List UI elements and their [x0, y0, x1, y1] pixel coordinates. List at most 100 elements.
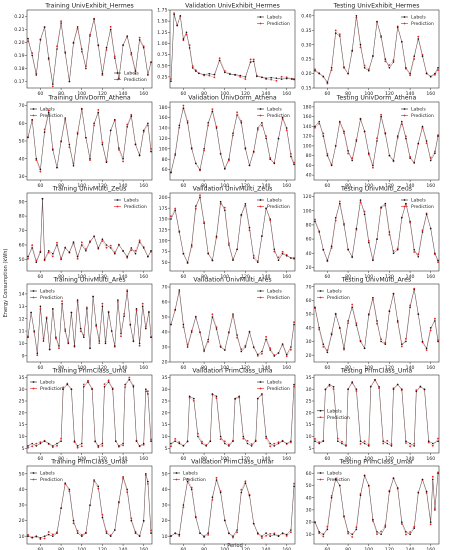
x-tick-label: 160: [282, 456, 291, 462]
prediction-point: [80, 445, 83, 448]
y-tick-label: 150: [159, 217, 168, 223]
x-tick-label: 160: [139, 183, 148, 189]
labels-point: [101, 143, 104, 146]
x-tick-label: 160: [139, 91, 148, 97]
labels-point: [421, 340, 424, 343]
prediction-point: [101, 141, 104, 144]
prediction-point: [64, 328, 67, 331]
legend-prediction-text: Prediction: [124, 204, 147, 210]
prediction-point: [60, 437, 62, 440]
labels-point: [56, 442, 58, 445]
labels-point: [376, 20, 378, 23]
labels-point: [341, 442, 343, 445]
labels-point: [401, 217, 403, 219]
x-tick-label: 160: [426, 91, 435, 97]
prediction-point: [388, 64, 391, 66]
labels-point: [252, 522, 255, 525]
labels-point: [413, 162, 416, 164]
prediction-point: [62, 386, 65, 389]
labels-point: [392, 159, 395, 162]
prediction-point: [232, 134, 234, 137]
plot-frame: [169, 283, 296, 363]
legend-prediction-text: Prediction: [411, 113, 434, 119]
labels-point: [232, 535, 234, 537]
prediction-point: [58, 347, 60, 350]
prediction-point: [359, 443, 362, 445]
prediction-point: [261, 124, 263, 127]
labels-point: [322, 343, 325, 346]
legend-labels-text: Labels: [327, 408, 342, 414]
prediction-point: [244, 480, 247, 483]
labels-point: [244, 148, 247, 150]
labels-point: [142, 519, 145, 522]
labels-point: [425, 140, 428, 142]
legend-prediction-text: Prediction: [411, 204, 434, 210]
labels-point: [257, 532, 259, 534]
x-tick-label: 80: [201, 183, 207, 189]
prediction-point: [142, 444, 145, 446]
prediction-point: [35, 259, 38, 262]
prediction-point: [132, 384, 135, 387]
x-tick-label: 120: [241, 547, 250, 550]
labels-point: [101, 72, 104, 75]
legend-prediction-marker: [259, 114, 262, 117]
legend-labels-text: Labels: [327, 471, 342, 477]
y-tick-label: 9: [22, 353, 25, 359]
labels-point: [52, 149, 54, 151]
y-tick-label: 5: [22, 446, 25, 452]
prediction-point: [326, 525, 329, 528]
labels-point: [39, 251, 42, 253]
labels-point: [363, 67, 366, 69]
x-tick-label: 60: [325, 183, 331, 189]
labels-point: [281, 440, 284, 443]
prediction-point: [244, 344, 247, 347]
labels-point: [345, 445, 347, 447]
prediction-point: [122, 444, 124, 447]
labels-point: [182, 323, 185, 326]
labels-point: [215, 395, 218, 398]
labels-point: [376, 320, 378, 322]
prediction-point: [138, 239, 141, 242]
labels-point: [236, 334, 238, 336]
y-tick-label: 5: [309, 446, 312, 452]
labels-point: [174, 440, 176, 443]
y-tick-label: 1.50: [157, 19, 167, 25]
labels-point: [437, 340, 439, 343]
prediction-point: [347, 152, 349, 155]
prediction-point: [39, 441, 42, 444]
prediction-point: [421, 229, 424, 232]
x-tick-label: 140: [406, 547, 415, 550]
prediction-point: [293, 321, 295, 324]
labels-point: [218, 59, 221, 62]
labels-point: [281, 343, 284, 345]
labels-point: [374, 378, 376, 381]
prediction-point: [101, 74, 104, 76]
prediction-point: [256, 355, 259, 357]
prediction-point: [343, 132, 345, 135]
legend-prediction-marker: [32, 296, 35, 299]
labels-point: [434, 72, 436, 75]
prediction-point: [330, 495, 333, 497]
x-tick-label: 60: [325, 365, 331, 371]
x-tick-label: 140: [262, 365, 271, 371]
labels-point: [126, 290, 128, 293]
prediction-point: [93, 480, 95, 483]
labels-point: [359, 199, 362, 201]
labels-point: [85, 67, 87, 70]
y-tick-label: 80: [306, 223, 312, 229]
prediction-point: [103, 383, 106, 385]
labels-point: [334, 217, 337, 219]
labels-point: [114, 529, 116, 531]
labels-point: [314, 521, 316, 523]
labels-point: [104, 342, 107, 345]
labels-point: [355, 227, 358, 230]
prediction-point: [113, 251, 116, 254]
y-tick-label: 13: [19, 304, 25, 310]
labels-point: [219, 200, 222, 203]
labels-point: [105, 46, 108, 49]
labels-point: [334, 145, 337, 147]
prediction-point: [427, 441, 430, 444]
labels-point: [70, 311, 73, 314]
